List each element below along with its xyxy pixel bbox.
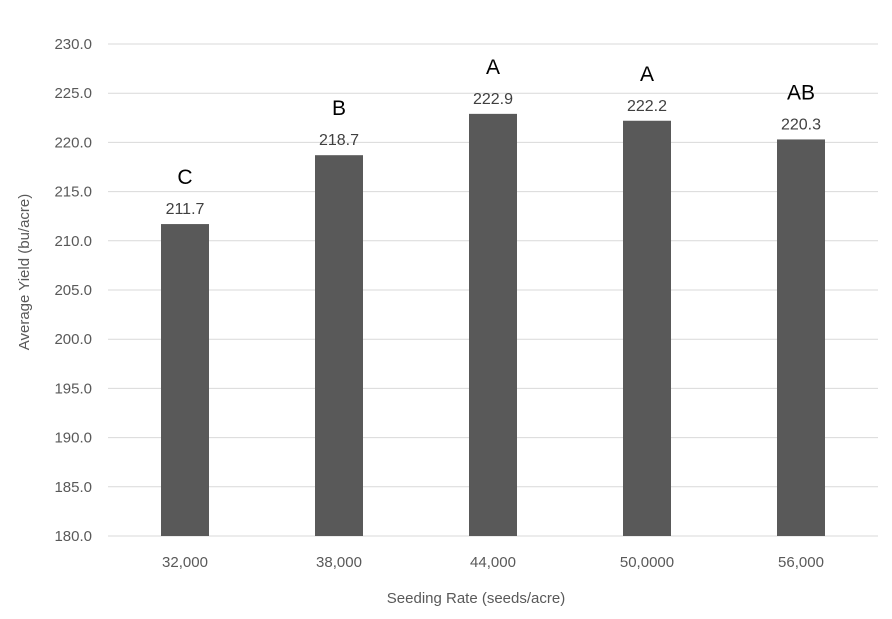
y-tick-label: 205.0 (54, 282, 92, 299)
y-tick-label: 185.0 (54, 479, 92, 496)
significance-letter: C (177, 166, 192, 189)
bar (315, 155, 363, 536)
significance-letter: A (486, 56, 500, 79)
bar (161, 224, 209, 536)
y-tick-label: 220.0 (54, 134, 92, 151)
significance-letter: AB (787, 81, 815, 104)
bar (623, 120, 671, 536)
x-axis-title: Seeding Rate (seeds/acre) (387, 590, 565, 607)
y-tick-label: 215.0 (54, 184, 92, 201)
x-tick-label: 50,0000 (620, 554, 674, 571)
y-tick-label: 195.0 (54, 380, 92, 397)
x-tick-label: 38,000 (316, 554, 362, 571)
data-label: 211.7 (166, 201, 205, 218)
y-axis-title: Average Yield (bu/acre) (16, 194, 33, 350)
y-tick-label: 230.0 (54, 36, 92, 53)
y-tick-label: 225.0 (54, 85, 92, 102)
data-label: 222.2 (627, 98, 667, 115)
data-label: 222.9 (473, 91, 513, 108)
y-tick-label: 210.0 (54, 233, 92, 250)
x-axis-ticks: 32,000 38,000 44,000 50,0000 56,000 (162, 554, 824, 571)
bars: 211.7 C 218.7 B 222.9 A 222.2 A 220.3 AB (161, 56, 825, 536)
x-tick-label: 44,000 (470, 554, 516, 571)
bar (777, 139, 825, 536)
y-tick-label: 180.0 (54, 528, 92, 545)
bar (469, 113, 517, 536)
significance-letter: A (640, 63, 654, 86)
x-tick-label: 32,000 (162, 554, 208, 571)
y-tick-label: 200.0 (54, 331, 92, 348)
data-label: 218.7 (319, 132, 359, 149)
y-tick-label: 190.0 (54, 430, 92, 447)
y-axis-ticks: 180.0 185.0 190.0 195.0 200.0 205.0 210.0 215.0… (54, 36, 92, 545)
significance-letter: B (332, 97, 346, 120)
x-tick-label: 56,000 (778, 554, 824, 571)
data-label: 220.3 (781, 116, 821, 133)
